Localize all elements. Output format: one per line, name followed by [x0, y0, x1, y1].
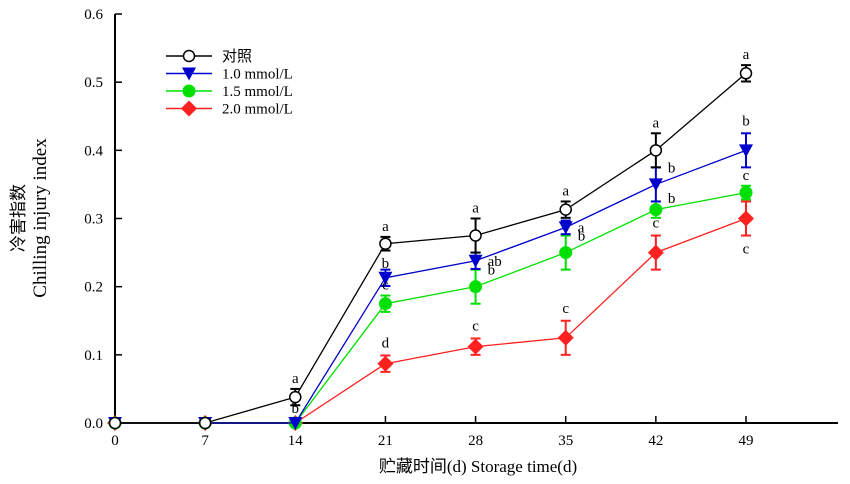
- y-tick-label: 0.0: [84, 416, 103, 432]
- significance-label: b: [668, 160, 676, 176]
- x-tick-label: 49: [739, 433, 754, 449]
- data-point: [557, 329, 574, 346]
- significance-label: a: [472, 201, 479, 217]
- data-point: [559, 203, 572, 216]
- series-0: [108, 64, 753, 430]
- series-3: [107, 200, 754, 431]
- x-tick-label: 7: [201, 433, 209, 449]
- significance-label: d: [382, 336, 390, 352]
- data-point: [739, 144, 753, 158]
- x-tick-label: 14: [288, 433, 304, 449]
- legend: 对照 1.0 mmol/L1.5 mmol/L 2.0 mmol/L: [166, 48, 293, 118]
- significance-label: b: [742, 113, 750, 129]
- data-point: [468, 254, 483, 268]
- data-point: [469, 229, 482, 242]
- significance-label: c: [382, 278, 389, 294]
- legend-label: 1.0 mmol/L: [222, 67, 293, 83]
- y-tick-label: 0.5: [84, 75, 103, 91]
- y-axis-title-cn: 冷害指数: [9, 184, 28, 252]
- legend-item: 2.0 mmol/L: [166, 100, 293, 118]
- significance-label: a: [382, 219, 389, 235]
- data-point: [649, 144, 663, 157]
- x-tick-label: 21: [378, 433, 393, 449]
- significance-label: b: [668, 191, 676, 207]
- data-point: [739, 186, 753, 200]
- data-point: [378, 297, 392, 311]
- series-line: [115, 72, 747, 424]
- significance-label: b: [292, 401, 300, 417]
- data-point: [558, 221, 573, 235]
- legend-label: 2.0 mmol/L: [222, 102, 293, 118]
- x-tick-label: 35: [558, 433, 573, 449]
- data-point: [469, 280, 483, 294]
- legend-marker: [182, 84, 196, 98]
- legend-item: 1.5 mmol/L: [166, 84, 293, 100]
- significance-label: c: [743, 242, 750, 258]
- legend-item: 1.0 mmol/L: [166, 67, 293, 83]
- series-line: [115, 149, 747, 424]
- x-tick-label: 28: [468, 433, 483, 449]
- data-point: [647, 244, 664, 261]
- data-point: [738, 210, 754, 227]
- legend-item: 对照: [166, 48, 252, 65]
- series-layer: [107, 64, 754, 431]
- y-axis-title-en: Chilling injury index: [30, 138, 51, 298]
- significance-label: b: [488, 263, 496, 279]
- significance-label: a: [292, 371, 299, 387]
- significance-label: c: [743, 168, 750, 184]
- x-tick-label: 42: [648, 433, 663, 449]
- data-point: [739, 67, 753, 80]
- significance-label: ab: [488, 254, 502, 270]
- x-axis-title: 贮藏时间(d) Storage time(d): [379, 457, 577, 476]
- legend-label: 对照: [222, 48, 252, 65]
- significance-label: a: [562, 183, 569, 199]
- series-line: [115, 191, 747, 424]
- data-point: [648, 178, 663, 192]
- data-point: [198, 416, 212, 430]
- significance-label: a: [578, 220, 585, 236]
- data-point: [559, 246, 573, 260]
- data-point: [108, 416, 122, 430]
- data-point: [379, 237, 392, 250]
- y-tick-label: 0.6: [84, 7, 103, 23]
- significance-label: b: [578, 229, 586, 245]
- significance-label: c: [472, 318, 479, 334]
- y-tick-label: 0.4: [84, 143, 103, 159]
- data-point: [288, 417, 303, 430]
- legend-label: 1.5 mmol/L: [222, 84, 293, 100]
- y-tick-label: 0.3: [84, 212, 103, 228]
- data-point: [649, 203, 663, 217]
- significance-label: a: [653, 115, 660, 131]
- y-tick-label: 0.2: [84, 280, 103, 296]
- legend-marker: [182, 49, 196, 63]
- legend-marker: [181, 100, 197, 117]
- significance-label: c: [562, 301, 569, 317]
- data-point: [467, 338, 484, 355]
- data-point: [377, 355, 394, 372]
- significance-label: a: [743, 47, 750, 63]
- data-point: [378, 271, 393, 285]
- axes: 0 7 14 21 28 35 42 49 0.0 0.1 0.2 0.3 0.4 0.5 0.6: [84, 7, 838, 449]
- x-tick-label: 0: [111, 433, 119, 449]
- significance-label: b: [382, 256, 390, 272]
- series-1: [108, 132, 753, 430]
- significance-label: c: [653, 216, 660, 232]
- legend-marker: [182, 67, 196, 81]
- data-point: [289, 390, 302, 404]
- y-tick-label: 0.1: [84, 348, 103, 364]
